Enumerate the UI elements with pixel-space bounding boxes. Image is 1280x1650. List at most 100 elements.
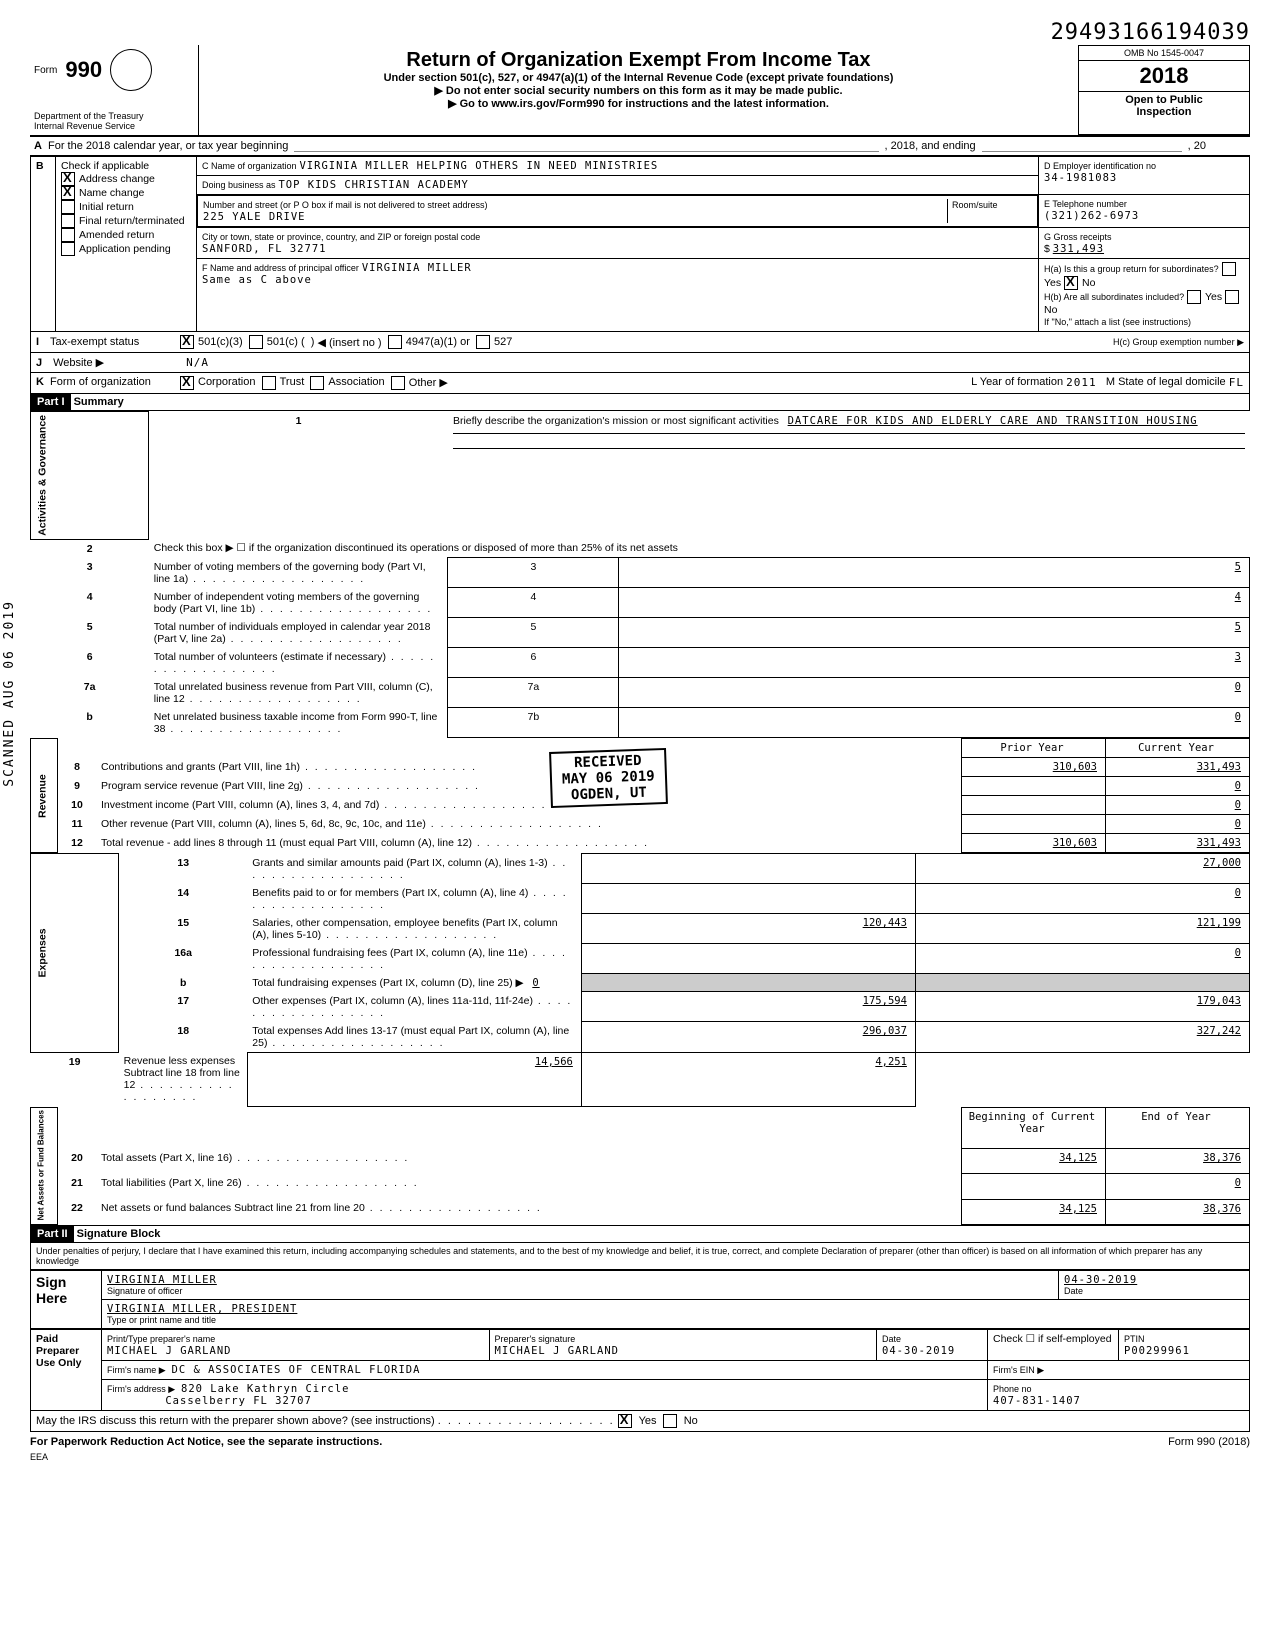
check-self: Check ☐ if self-employed: [988, 1330, 1119, 1361]
cb-discuss-no[interactable]: [663, 1414, 677, 1428]
firm-addr1: 820 Lake Kathryn Circle: [181, 1383, 349, 1395]
k-label: Form of organization: [50, 376, 180, 390]
gov-line-b: b Net unrelated business taxable income …: [31, 708, 1250, 738]
exp-line-16a: 16a Professional fundraising fees (Part …: [31, 944, 1250, 974]
perjury: Under penalties of perjury, I declare th…: [30, 1243, 1250, 1270]
exp-line-19: 19 Revenue less expenses Subtract line 1…: [31, 1052, 1250, 1106]
prep-date-label: Date: [882, 1334, 901, 1344]
dln: 29493166194039: [740, 20, 1250, 45]
street-label: Number and street (or P O box if mail is…: [203, 200, 487, 210]
prep-name: MICHAEL J GARLAND: [107, 1345, 231, 1357]
cb-501c3[interactable]: [180, 335, 194, 349]
officer-name: VIRGINIA MILLER: [362, 262, 472, 274]
eea: EEA: [30, 1452, 1250, 1462]
cb-ha-yes[interactable]: [1222, 262, 1236, 276]
cb-trust[interactable]: [262, 376, 276, 390]
sect-gov: Activities & Governance: [31, 412, 149, 540]
omb: OMB No 1545-0047: [1079, 46, 1249, 61]
j-label: Website ▶: [53, 356, 183, 369]
org-name: VIRGINIA MILLER HELPING OTHERS IN NEED M…: [299, 160, 658, 172]
room-label: Room/suite: [952, 200, 998, 210]
k-0: Corporation: [198, 376, 255, 390]
ein: 34-1981083: [1044, 172, 1117, 184]
b-opt-1: Name change: [79, 187, 144, 199]
line-a-text: For the 2018 calendar year, or tax year …: [48, 140, 288, 152]
part2-title: Signature Block: [77, 1228, 161, 1240]
cb-initial[interactable]: [61, 200, 75, 214]
part2-header: Part II: [31, 1226, 74, 1242]
hdr-cy: Current Year: [1106, 739, 1250, 758]
i-1: 501(c) (: [267, 336, 305, 348]
exp-line-13: 13 Grants and similar amounts paid (Part…: [31, 854, 1250, 884]
title-label: Type or print name and title: [107, 1315, 1244, 1325]
firm-name-label: Firm's name ▶: [107, 1365, 166, 1375]
dba-label: Doing business as: [202, 180, 276, 190]
b-opt-2: Initial return: [79, 201, 134, 213]
line-a-end: , 20: [1188, 140, 1206, 152]
cb-amended[interactable]: [61, 228, 75, 242]
k-1: Trust: [280, 376, 305, 390]
firm-phone: 407-831-1407: [993, 1395, 1081, 1407]
cb-hb-yes[interactable]: [1187, 290, 1201, 304]
officer-title: VIRGINIA MILLER, PRESIDENT: [107, 1303, 1244, 1315]
c-label: C Name of organization: [202, 161, 297, 171]
part1-header: Part I: [31, 394, 71, 410]
h-note: If "No," attach a list (see instructions…: [1044, 317, 1191, 327]
city-label: City or town, state or province, country…: [202, 232, 480, 242]
g-label: G Gross receipts: [1044, 232, 1112, 242]
i-0: 501(c)(3): [198, 336, 243, 348]
exp-line-b: b Total fundraising expenses (Part IX, c…: [31, 974, 1250, 992]
hdr-eoy: End of Year: [1106, 1107, 1250, 1148]
cb-name-change[interactable]: [61, 186, 75, 200]
cb-corp[interactable]: [180, 376, 194, 390]
cb-4947[interactable]: [388, 335, 402, 349]
i-4: 527: [494, 336, 512, 348]
cb-assoc[interactable]: [310, 376, 324, 390]
net-line-20: 20 Total assets (Part X, line 16) 34,125…: [31, 1149, 1250, 1174]
gov-line-3: 3 Number of voting members of the govern…: [31, 558, 1250, 588]
part1-title: Summary: [74, 396, 124, 408]
received-stamp: RECEIVED MAY 06 2019 OGDEN, UT: [550, 750, 667, 806]
inspection: Inspection: [1136, 106, 1191, 118]
domicile: FL: [1229, 376, 1244, 390]
k-3: Other ▶: [409, 376, 448, 390]
firm-ein-label: Firm's EIN ▶: [993, 1365, 1044, 1375]
cb-hb-no[interactable]: [1225, 290, 1239, 304]
exp-line-17: 17 Other expenses (Part IX, column (A), …: [31, 992, 1250, 1022]
gov-line-5: 5 Total number of individuals employed i…: [31, 618, 1250, 648]
sig-name: VIRGINIA MILLER: [107, 1274, 1053, 1286]
b-opt-4: Amended return: [79, 229, 154, 241]
firm-addr2: Casselberry FL 32707: [165, 1395, 311, 1407]
year-formed: 2011: [1066, 376, 1097, 390]
firm-phone-label: Phone no: [993, 1384, 1032, 1394]
hc: H(c) Group exemption number ▶: [1113, 337, 1244, 348]
discuss: May the IRS discuss this return with the…: [36, 1415, 435, 1427]
phone: (321)262-6973: [1044, 210, 1139, 222]
hb: H(b) Are all subordinates included?: [1044, 292, 1184, 302]
cb-other[interactable]: [391, 376, 405, 390]
ptin-label: PTIN: [1124, 1334, 1145, 1344]
ptin: P00299961: [1124, 1345, 1190, 1357]
i-2: ◀ (insert no ): [318, 336, 382, 349]
sig-label: Signature of officer: [107, 1286, 1053, 1296]
cb-discuss-yes[interactable]: [618, 1414, 632, 1428]
i-label: Tax-exempt status: [50, 336, 180, 348]
cb-501c[interactable]: [249, 335, 263, 349]
gross-receipts: 331,493: [1053, 243, 1104, 255]
cb-ha-no[interactable]: [1064, 276, 1078, 290]
m-label: M State of legal domicile: [1106, 376, 1226, 390]
i-3: 4947(a)(1) or: [406, 336, 470, 348]
officer-addr: Same as C above: [202, 274, 312, 286]
cb-527[interactable]: [476, 335, 490, 349]
hdr-boy: Beginning of Current Year: [962, 1107, 1106, 1148]
city: SANFORD, FL 32771: [202, 243, 326, 255]
d-label: D Employer identification no: [1044, 161, 1156, 171]
line-a-mid: , 2018, and ending: [885, 140, 976, 152]
firm-addr-label: Firm's address ▶: [107, 1384, 175, 1394]
b-opt-5: Application pending: [79, 243, 171, 255]
tax-year: 2018: [1079, 61, 1249, 92]
cb-pending[interactable]: [61, 242, 75, 256]
dept: Department of the Treasury: [34, 111, 194, 121]
cb-final[interactable]: [61, 214, 75, 228]
seal-circle: [110, 49, 152, 91]
